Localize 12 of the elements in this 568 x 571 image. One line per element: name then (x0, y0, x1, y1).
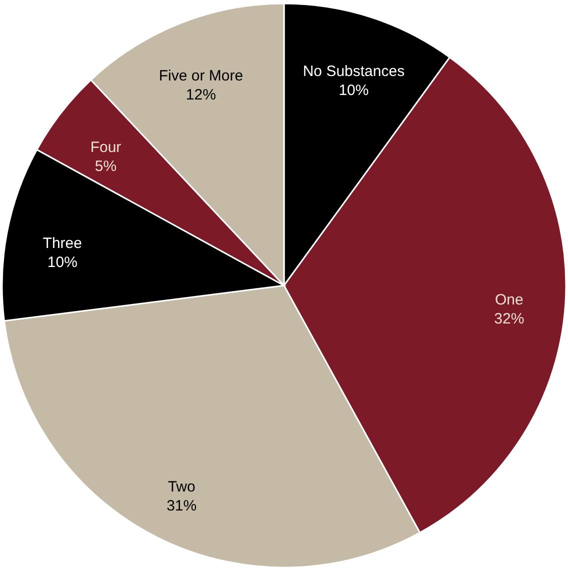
slice-label: No Substances (302, 62, 405, 80)
slice-label: Four (90, 139, 122, 156)
slice-label: Two (168, 478, 196, 496)
slice-label: Five or More (158, 68, 244, 85)
data-label: 31% (166, 498, 197, 515)
data-label: 10% (338, 82, 369, 99)
data-label: 10% (47, 254, 78, 272)
data-label: 32% (494, 310, 524, 328)
data-label: 5% (94, 158, 117, 176)
slice-label: Three (42, 235, 82, 252)
data-label: 12% (186, 86, 216, 104)
slice-label: One (494, 292, 524, 309)
